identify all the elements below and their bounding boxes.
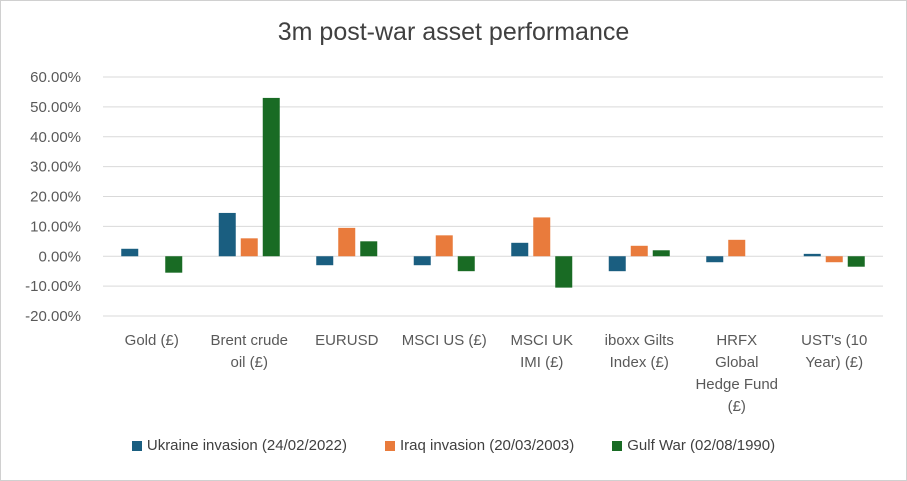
chart-title: 3m post-war asset performance [277, 18, 630, 46]
bar [360, 241, 378, 257]
bar [413, 256, 431, 266]
x-tick-label: UST's (10 Year) (£) [801, 332, 867, 371]
legend-item: Gulf War (02/08/1990) [612, 437, 775, 454]
y-tick-label: 0.00% [38, 248, 81, 265]
bar [165, 256, 183, 273]
x-tick-label: EURUSD [315, 332, 379, 349]
legend-swatch [384, 440, 395, 451]
y-tick-label: -10.00% [25, 278, 81, 295]
legend-item: Iraq invasion (20/03/2003) [384, 437, 575, 454]
bar [825, 256, 843, 263]
bar [533, 217, 551, 257]
x-tick-label: Brent crude oil (£) [210, 332, 288, 371]
legend-item: Ukraine invasion (24/02/2022) [131, 437, 347, 454]
y-tick-label: 40.00% [30, 129, 81, 146]
chart-legend: Ukraine invasion (24/02/2022) Iraq invasi… [0, 437, 907, 454]
bar [803, 253, 821, 257]
y-tick-label: -20.00% [25, 308, 81, 325]
x-tick-label: MSCI UK IMI (£) [510, 332, 573, 371]
bar [121, 248, 139, 257]
x-tick-label: Gold (£) [125, 332, 179, 349]
bar [262, 97, 280, 257]
bar [555, 256, 573, 288]
bar [240, 238, 258, 257]
legend-swatch [131, 440, 142, 451]
bar [706, 256, 724, 263]
y-tick-label: 50.00% [30, 99, 81, 116]
bar [847, 256, 865, 267]
bar [457, 256, 475, 272]
legend-label: Iraq invasion (20/03/2003) [399, 437, 575, 454]
bar [511, 242, 529, 257]
y-tick-label: 10.00% [30, 218, 81, 235]
bar [652, 250, 670, 257]
bar [316, 256, 334, 266]
bar [218, 212, 236, 257]
x-tick-label: MSCI US (£) [402, 332, 487, 349]
y-tick-label: 20.00% [30, 189, 81, 206]
y-tick-label: 60.00% [30, 69, 81, 86]
y-tick-label: 30.00% [30, 159, 81, 176]
x-tick-label: iboxx Gilts Index (£) [605, 332, 674, 371]
bar [435, 235, 453, 257]
bar [728, 239, 746, 257]
bar [338, 227, 356, 257]
legend-label: Ukraine invasion (24/02/2022) [146, 437, 347, 454]
legend-label: Gulf War (02/08/1990) [627, 437, 776, 454]
legend-swatch [612, 440, 623, 451]
x-tick-label: HRFX Global Hedge Fund (£) [695, 332, 778, 415]
bar [608, 256, 626, 272]
bar [630, 245, 648, 257]
